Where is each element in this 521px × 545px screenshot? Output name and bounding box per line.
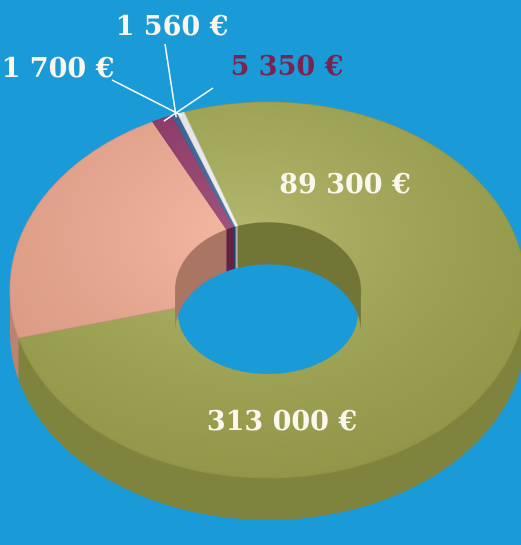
data-label-5350: 5 350 € <box>231 51 344 82</box>
slice-inner-wall <box>235 226 238 269</box>
slice-inner-wall <box>175 229 227 332</box>
data-label-89300: 89 300 € <box>279 169 411 200</box>
slice-inner-wall <box>237 222 361 332</box>
leader-line-1560 <box>164 43 177 118</box>
chart-inner-walls <box>175 222 361 375</box>
chart-leader-lines <box>111 43 214 122</box>
leader-line-5350 <box>163 87 214 122</box>
data-label-1700: 1 700 € <box>2 53 115 84</box>
chart-data-labels: 313 000 € 89 300 € 5 350 € 1 560 € 1 700… <box>2 11 411 437</box>
donut-hole <box>177 252 359 375</box>
data-label-1560: 1 560 € <box>116 11 229 42</box>
slice-inner-wall <box>233 226 236 270</box>
slice-inner-wall <box>226 227 234 272</box>
leader-line-1700 <box>111 79 183 117</box>
data-label-313000: 313 000 € <box>207 406 357 437</box>
